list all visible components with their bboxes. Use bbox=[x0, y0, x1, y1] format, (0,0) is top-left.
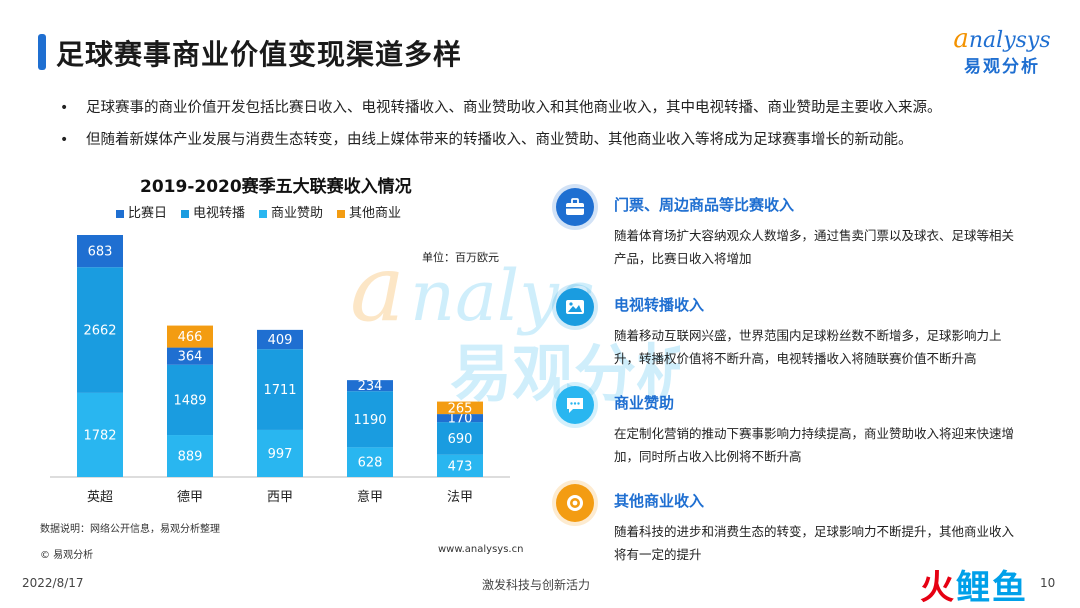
bar-value-label: 690 bbox=[448, 432, 473, 447]
legend-item: 商业赞助 bbox=[259, 202, 323, 221]
bar-segment bbox=[167, 435, 213, 477]
bar-value-label: 1782 bbox=[83, 428, 116, 443]
ticket-icon bbox=[556, 188, 594, 226]
x-tick-label: 意甲 bbox=[357, 489, 383, 505]
card-heading: 其他商业收入 bbox=[614, 492, 705, 510]
chart-unit-label: 单位：百万欧元 bbox=[422, 251, 499, 264]
website-url: www.analysys.cn bbox=[438, 544, 524, 555]
bar-segment bbox=[347, 391, 393, 448]
bar-value-label: 1489 bbox=[173, 393, 206, 408]
legend-item: 其他商业 bbox=[337, 202, 401, 221]
title-accent-bar bbox=[38, 34, 46, 70]
x-tick-label: 英超 bbox=[87, 490, 113, 505]
logo-english: analysys bbox=[953, 24, 1051, 54]
bar-value-label: 473 bbox=[448, 459, 473, 474]
bar-value-label: 265 bbox=[448, 401, 473, 416]
card-heading: 商业赞助 bbox=[614, 394, 675, 412]
page-number: 10 bbox=[1040, 576, 1056, 590]
card-description: 随着科技的进步和消费生态的转变，足球影响力不断提升，其他商业收入将有一定的提升 bbox=[614, 524, 1015, 562]
page-title: 足球赛事商业价值变现渠道多样 bbox=[56, 38, 463, 71]
bar-segment bbox=[257, 329, 303, 350]
bar-segment bbox=[257, 429, 303, 477]
x-tick-label: 德甲 bbox=[177, 490, 203, 505]
legend-swatch bbox=[116, 209, 124, 218]
legend-swatch bbox=[337, 209, 346, 218]
logo-chinese: 易观分析 bbox=[964, 57, 1040, 77]
card-description: 随着移动互联网兴盛，世界范围内足球粉丝数不断增多，足球影响力上升，转播权价值将不… bbox=[614, 328, 1002, 366]
footer-date: 2022/8/17 bbox=[22, 576, 84, 590]
bar-value-label: 889 bbox=[178, 450, 203, 465]
bullet-item: 但随着新媒体产业发展与消费生态转变，由线上媒体带来的转播收入、商业赞助、其他商业… bbox=[58, 130, 1038, 162]
stacked-bar-chart: 1782 2662 683 英超 889 1489 364 466 德甲 997 1711 409 西甲… bbox=[50, 235, 510, 505]
bar-value-label: 466 bbox=[178, 330, 203, 345]
bar-value-label: 234 bbox=[358, 379, 383, 394]
bullet-item: 足球赛事的商业价值开发包括比赛日收入、电视转播收入、商业赞助收入和其他商业收入，… bbox=[58, 98, 1038, 130]
bar-value-label: 1190 bbox=[353, 413, 386, 428]
bar-value-label: 170 bbox=[448, 412, 473, 427]
bar-segment bbox=[77, 267, 123, 393]
footer-slogan: 激发科技与创新活力 bbox=[482, 578, 591, 592]
legend-swatch bbox=[259, 209, 268, 218]
analysys-logo: analysys 易观分析 bbox=[942, 24, 1062, 80]
bar-segment bbox=[257, 349, 303, 430]
bar-value-label: 683 bbox=[88, 245, 113, 260]
legend-label: 比赛日 bbox=[128, 206, 168, 221]
bar-segment bbox=[437, 401, 483, 415]
bar-value-label: 997 bbox=[268, 447, 293, 462]
bar-value-label: 2662 bbox=[83, 324, 116, 339]
bar-value-label: 1711 bbox=[263, 383, 296, 398]
card-heading: 门票、周边商品等比赛收入 bbox=[614, 196, 795, 214]
legend-label: 其他商业 bbox=[349, 206, 402, 221]
chart-title: 2019-2020赛季五大联赛收入情况 bbox=[140, 177, 412, 197]
bar-segment bbox=[347, 447, 393, 477]
chart-legend: 比赛日 电视转播 商业赞助 其他商业 bbox=[116, 202, 415, 221]
bar-segment bbox=[347, 380, 393, 392]
legend-label: 商业赞助 bbox=[271, 206, 324, 221]
bar-segment bbox=[437, 414, 483, 423]
bar-value-label: 364 bbox=[178, 350, 203, 365]
bar-segment bbox=[437, 422, 483, 455]
data-source-note: 数据说明：网络公开信息，易观分析整理 bbox=[40, 524, 220, 535]
legend-item: 比赛日 bbox=[116, 202, 167, 221]
legend-label: 电视转播 bbox=[193, 206, 246, 221]
brand-watermark: 火鲤鱼 bbox=[920, 568, 1028, 608]
card-heading: 电视转播收入 bbox=[614, 296, 705, 314]
bar-segment bbox=[77, 235, 123, 268]
card-description: 在定制化营销的推动下赛事影响力持续提高，商业赞助收入将迎来快速增加，同时所占收入… bbox=[614, 426, 1015, 464]
bar-segment bbox=[167, 325, 213, 348]
copyright-note: © 易观分析 bbox=[40, 550, 94, 561]
bar-value-label: 628 bbox=[358, 456, 383, 471]
bar-value-label: 409 bbox=[268, 333, 293, 348]
legend-item: 电视转播 bbox=[181, 202, 245, 221]
image-icon bbox=[556, 288, 594, 326]
bar-segment bbox=[77, 392, 123, 477]
target-icon bbox=[556, 484, 594, 522]
x-tick-label: 法甲 bbox=[447, 490, 473, 505]
bar-segment bbox=[167, 347, 213, 365]
bullet-list: 足球赛事的商业价值开发包括比赛日收入、电视转播收入、商业赞助收入和其他商业收入，… bbox=[58, 98, 1038, 162]
x-tick-label: 西甲 bbox=[267, 490, 293, 505]
bar-segment bbox=[167, 364, 213, 436]
legend-swatch bbox=[181, 209, 190, 218]
card-description: 随着体育场扩大容纳观众人数增多，通过售卖门票以及球衣、足球等相关产品，比赛日收入… bbox=[614, 228, 1015, 266]
bar-segment bbox=[437, 454, 483, 477]
chat-icon bbox=[556, 386, 594, 424]
